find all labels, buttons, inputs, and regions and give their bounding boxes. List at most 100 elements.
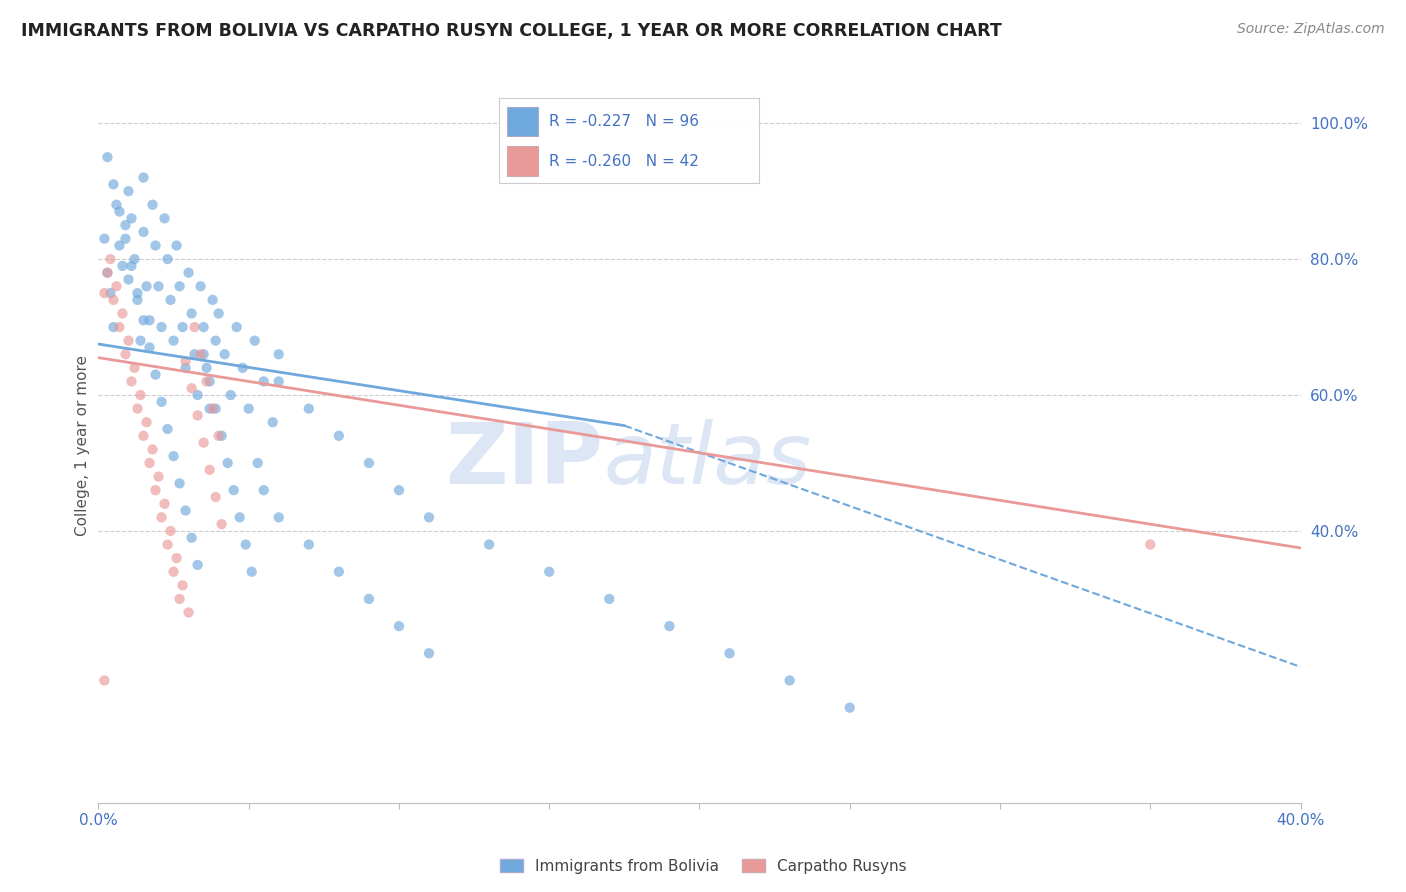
Point <box>198 401 221 416</box>
Point <box>111 306 134 320</box>
Point <box>93 286 115 301</box>
Point <box>201 293 224 307</box>
Point <box>177 266 200 280</box>
Point <box>180 531 202 545</box>
Point <box>166 551 188 566</box>
Point <box>121 259 143 273</box>
Point <box>156 422 179 436</box>
Point <box>190 347 212 361</box>
Point <box>204 334 226 348</box>
Point <box>166 238 188 252</box>
Point <box>141 198 163 212</box>
Point <box>132 170 155 185</box>
Point <box>138 341 160 355</box>
Point <box>190 279 212 293</box>
Point <box>111 259 134 273</box>
Point <box>162 449 184 463</box>
Point <box>172 320 194 334</box>
Point <box>658 619 681 633</box>
Point <box>145 368 167 382</box>
Point <box>267 510 290 524</box>
Point <box>418 510 440 524</box>
Point <box>150 320 173 334</box>
Point <box>219 388 242 402</box>
Point <box>228 510 250 524</box>
Point <box>243 334 266 348</box>
Point <box>357 591 380 606</box>
Point <box>93 673 115 688</box>
Point <box>153 497 176 511</box>
Point <box>153 211 176 226</box>
Point <box>204 401 226 416</box>
Point <box>208 429 231 443</box>
Point <box>180 381 202 395</box>
Point <box>211 429 233 443</box>
Point <box>162 334 184 348</box>
Point <box>108 204 131 219</box>
Point <box>232 360 254 375</box>
Point <box>838 700 860 714</box>
Point <box>298 401 321 416</box>
Point <box>262 415 284 429</box>
Point <box>169 591 191 606</box>
Point <box>214 347 236 361</box>
Point <box>198 375 221 389</box>
Point <box>129 388 152 402</box>
Point <box>246 456 269 470</box>
Legend: Immigrants from Bolivia, Carpatho Rusyns: Immigrants from Bolivia, Carpatho Rusyns <box>494 853 912 880</box>
Point <box>124 360 146 375</box>
Point <box>267 347 290 361</box>
Point <box>108 238 131 252</box>
Point <box>198 463 221 477</box>
Point <box>135 415 157 429</box>
Point <box>174 503 197 517</box>
Point <box>180 306 202 320</box>
Point <box>145 483 167 498</box>
Point <box>217 456 239 470</box>
Point <box>150 510 173 524</box>
Point <box>114 347 136 361</box>
Point <box>187 558 209 572</box>
Point <box>177 606 200 620</box>
Point <box>201 401 224 416</box>
Point <box>100 252 122 266</box>
Point <box>96 266 118 280</box>
Point <box>240 565 263 579</box>
Point <box>132 429 155 443</box>
Point <box>183 320 205 334</box>
Point <box>357 456 380 470</box>
Point <box>598 591 620 606</box>
Point <box>127 293 149 307</box>
Point <box>96 266 118 280</box>
Point <box>478 537 501 551</box>
Point <box>204 490 226 504</box>
Point <box>238 401 260 416</box>
Point <box>156 537 179 551</box>
Point <box>159 293 181 307</box>
Point <box>208 306 231 320</box>
Point <box>195 375 218 389</box>
Point <box>718 646 741 660</box>
Point <box>132 225 155 239</box>
Point <box>108 320 131 334</box>
Text: IMMIGRANTS FROM BOLIVIA VS CARPATHO RUSYN COLLEGE, 1 YEAR OR MORE CORRELATION CH: IMMIGRANTS FROM BOLIVIA VS CARPATHO RUSY… <box>21 22 1002 40</box>
Point <box>127 401 149 416</box>
Point <box>145 238 167 252</box>
Point <box>103 293 125 307</box>
Point <box>117 184 139 198</box>
FancyBboxPatch shape <box>508 107 538 136</box>
Point <box>418 646 440 660</box>
Point <box>121 375 143 389</box>
Point <box>187 409 209 423</box>
Point <box>141 442 163 457</box>
Point <box>174 354 197 368</box>
Point <box>105 198 128 212</box>
Point <box>135 279 157 293</box>
Point <box>93 232 115 246</box>
Text: R = -0.227   N = 96: R = -0.227 N = 96 <box>548 114 699 129</box>
Point <box>193 347 215 361</box>
Point <box>103 320 125 334</box>
Point <box>187 388 209 402</box>
Point <box>1139 537 1161 551</box>
Text: R = -0.260   N = 42: R = -0.260 N = 42 <box>548 153 699 169</box>
